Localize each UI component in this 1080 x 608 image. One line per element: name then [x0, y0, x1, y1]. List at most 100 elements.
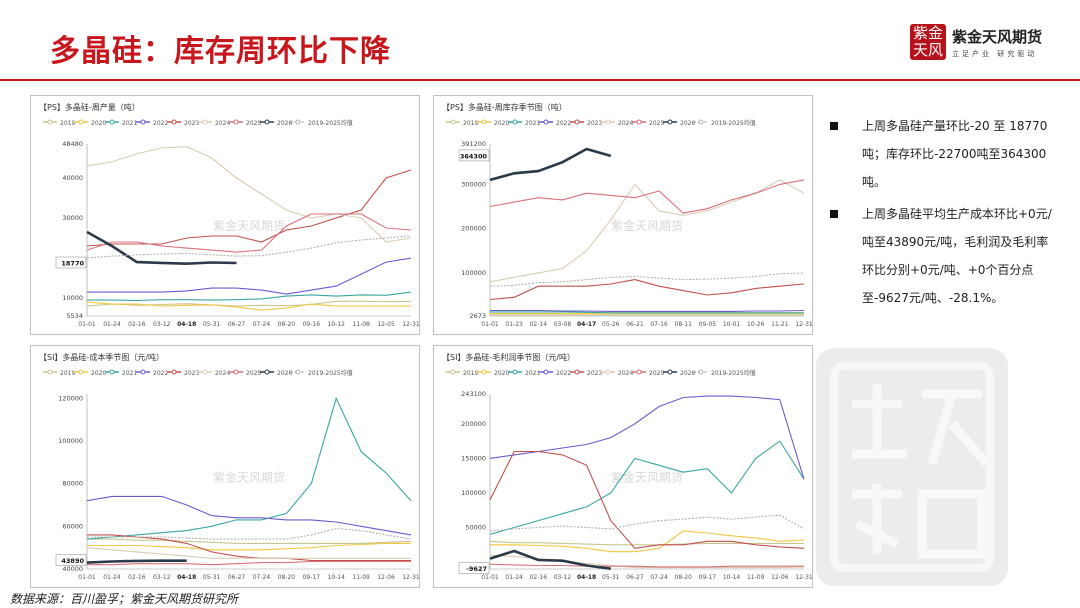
- series-line-2024: [86, 146, 412, 243]
- series-line-2024: [86, 547, 411, 559]
- x-tick-label: 12-31: [402, 574, 420, 581]
- y-tick-label: 30000: [62, 214, 83, 222]
- legend-marker: [109, 119, 115, 125]
- x-tick-label: 02-14: [530, 321, 548, 328]
- x-tick-label: 01-24: [103, 321, 121, 328]
- series-line-2021: [490, 311, 804, 314]
- legend-label: 2025: [246, 370, 261, 377]
- chart-watermark: 紫金天风期货: [611, 470, 683, 485]
- x-tick-label: 03-12: [153, 574, 171, 581]
- legend-marker: [202, 119, 208, 125]
- series-line-2020: [87, 542, 411, 551]
- legend-label: 2019-2025均值: [308, 369, 353, 377]
- series-line-2026: [489, 549, 611, 570]
- chart-watermark: 紫金天风期货: [611, 218, 683, 233]
- legend-label: 2019: [60, 120, 75, 127]
- legend-marker: [233, 119, 239, 125]
- series-line-2020: [490, 530, 805, 553]
- series-line-2026: [86, 559, 187, 564]
- x-tick-label: 07-16: [650, 321, 668, 328]
- legend-entry: 2020: [74, 369, 106, 377]
- x-tick-label: 12-05: [377, 321, 395, 328]
- legend-label: 2023: [184, 370, 199, 377]
- y-tick-label: 200000: [461, 420, 486, 428]
- x-tick-label: 05-31: [602, 574, 620, 581]
- x-tick-label: 12-06: [377, 574, 395, 581]
- legend-entry: 2020: [74, 119, 106, 127]
- x-tick-label: 08-11: [675, 321, 693, 328]
- legend-entry: 2022: [136, 119, 168, 127]
- legend-marker: [512, 119, 518, 125]
- x-tick-label: 12-06: [771, 574, 789, 581]
- legend-label: 2019-2025均值: [711, 369, 756, 377]
- legend-marker: [295, 369, 301, 375]
- legend-entry: 2019: [446, 369, 478, 377]
- series-line-2021: [87, 291, 412, 302]
- legend-marker: [109, 369, 115, 375]
- legend-label: 2025: [649, 370, 664, 377]
- company-logo: 紫金天风: [910, 24, 946, 60]
- x-tick-label: 02-16: [128, 574, 146, 581]
- legend-marker: [636, 119, 642, 125]
- current-value-label: 18770: [61, 259, 84, 267]
- y-tick-label: 10000: [62, 294, 83, 302]
- legend-entry: 2022: [539, 369, 571, 377]
- header: 多晶硅：库存周环比下降 紫金天风 紫金天风期货 立足产业 研究驱动: [0, 0, 1080, 81]
- legend-entry: 2026: [260, 369, 292, 377]
- series-line-2023: [489, 450, 805, 549]
- legend-label: 2021: [525, 120, 540, 127]
- legend-entry: 2023: [167, 369, 199, 377]
- current-value-label: 364300: [460, 152, 488, 160]
- chart-panel-weekly-inventory: 【PS】多晶硅-周库存季节图（吨） 2019 2020 2021 2022 2023 202…: [433, 95, 813, 335]
- legend-label: 2023: [587, 370, 602, 377]
- legend-entry: 2019-2025均值: [291, 119, 353, 127]
- legend-marker: [78, 119, 84, 125]
- x-tick-label: 04-17: [577, 321, 596, 328]
- legend-marker: [698, 369, 704, 375]
- legend-entry: 2026: [663, 119, 695, 127]
- legend-marker: [47, 369, 53, 375]
- legend-marker: [605, 119, 611, 125]
- series-line-2025: [86, 213, 412, 253]
- x-tick-label: 12-31: [795, 321, 813, 328]
- series-line-2021: [489, 440, 805, 535]
- x-tick-label: 08-20: [278, 574, 296, 581]
- chart-panel-weekly-output: 【PS】多晶硅-周产量（吨） 2019 2020 2021 2022 2023 2024 20…: [30, 95, 420, 335]
- page-title: 多晶硅：库存周环比下降: [50, 34, 391, 69]
- series-line-2021: [86, 396, 412, 540]
- x-tick-label: 06-21: [626, 321, 644, 328]
- legend-label: 2024: [618, 370, 633, 377]
- header-divider: [0, 79, 1080, 81]
- legend-entry: 2025: [229, 119, 261, 127]
- chart-title: 【PS】多晶硅-周产量（吨）: [39, 102, 140, 112]
- x-tick-label: 07-24: [253, 321, 271, 328]
- x-tick-label: 01-01: [78, 574, 96, 581]
- series-line-2019: [489, 540, 804, 546]
- legend-label: 2020: [494, 120, 509, 127]
- legend-label: 2022: [153, 370, 168, 377]
- x-tick-label: 11-21: [771, 321, 789, 328]
- legend-label: 2024: [618, 120, 633, 127]
- legend-marker: [47, 119, 53, 125]
- y-tick-label: 100000: [461, 489, 486, 497]
- legend-entry: 2024: [601, 119, 633, 127]
- legend-label: 2019-2025均值: [308, 119, 353, 127]
- legend-marker: [636, 369, 642, 375]
- x-tick-label: 10-26: [747, 321, 765, 328]
- watermark-seal: [816, 348, 1008, 586]
- x-tick-label: 01-01: [481, 574, 499, 581]
- legend-entry: 2019-2025均值: [694, 369, 756, 377]
- current-value-label: 43890: [61, 557, 84, 565]
- x-tick-label: 12-31: [402, 321, 420, 328]
- legend-entry: 2024: [198, 369, 230, 377]
- series-line-2026: [86, 230, 237, 266]
- legend-marker: [264, 369, 270, 375]
- series-line-2023: [86, 169, 412, 247]
- current-value-box: [458, 562, 490, 574]
- summary-text: 上周多晶硅产量环比-20 至 18770吨；库存环比-22700吨至364300…: [862, 119, 1048, 189]
- y-tick-label: 2673: [469, 312, 486, 320]
- x-tick-label: 11-09: [747, 574, 765, 581]
- x-tick-label: 05-26: [602, 321, 620, 328]
- x-tick-label: 02-16: [128, 321, 146, 328]
- x-tick-label: 11-08: [352, 321, 370, 328]
